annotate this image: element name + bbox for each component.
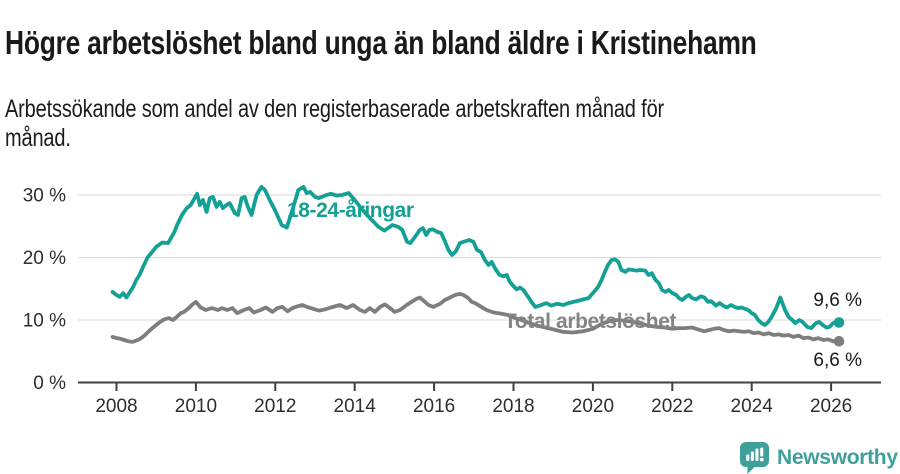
brand-name: Newsworthy xyxy=(777,445,898,469)
newsworthy-logo-icon xyxy=(740,442,769,474)
svg-text:20 %: 20 % xyxy=(23,248,66,269)
svg-text:2018: 2018 xyxy=(492,396,534,417)
svg-text:2022: 2022 xyxy=(651,396,693,417)
svg-text:2012: 2012 xyxy=(254,396,296,417)
svg-text:0 %: 0 % xyxy=(33,373,66,394)
end-value-young: 9,6 % xyxy=(813,290,862,311)
svg-text:2026: 2026 xyxy=(810,396,852,417)
svg-text:2008: 2008 xyxy=(95,396,137,417)
svg-text:2024: 2024 xyxy=(731,396,774,417)
svg-text:2010: 2010 xyxy=(175,396,217,417)
chart-title: Högre arbetslöshet bland unga än bland ä… xyxy=(5,24,757,62)
series-label-young: 18-24-åringar xyxy=(287,199,414,222)
svg-text:2014: 2014 xyxy=(334,396,377,417)
svg-text:2016: 2016 xyxy=(413,396,455,417)
chart-subtitle: Arbetssökande som andel av den registerb… xyxy=(5,95,665,152)
svg-text:30 %: 30 % xyxy=(23,186,66,207)
brand-footer: Newsworthy xyxy=(739,441,898,474)
series-label-total: Total arbetslöshet xyxy=(504,310,677,333)
svg-text:10 %: 10 % xyxy=(23,311,66,332)
svg-text:2020: 2020 xyxy=(572,396,614,417)
end-value-total: 6,6 % xyxy=(813,350,862,371)
